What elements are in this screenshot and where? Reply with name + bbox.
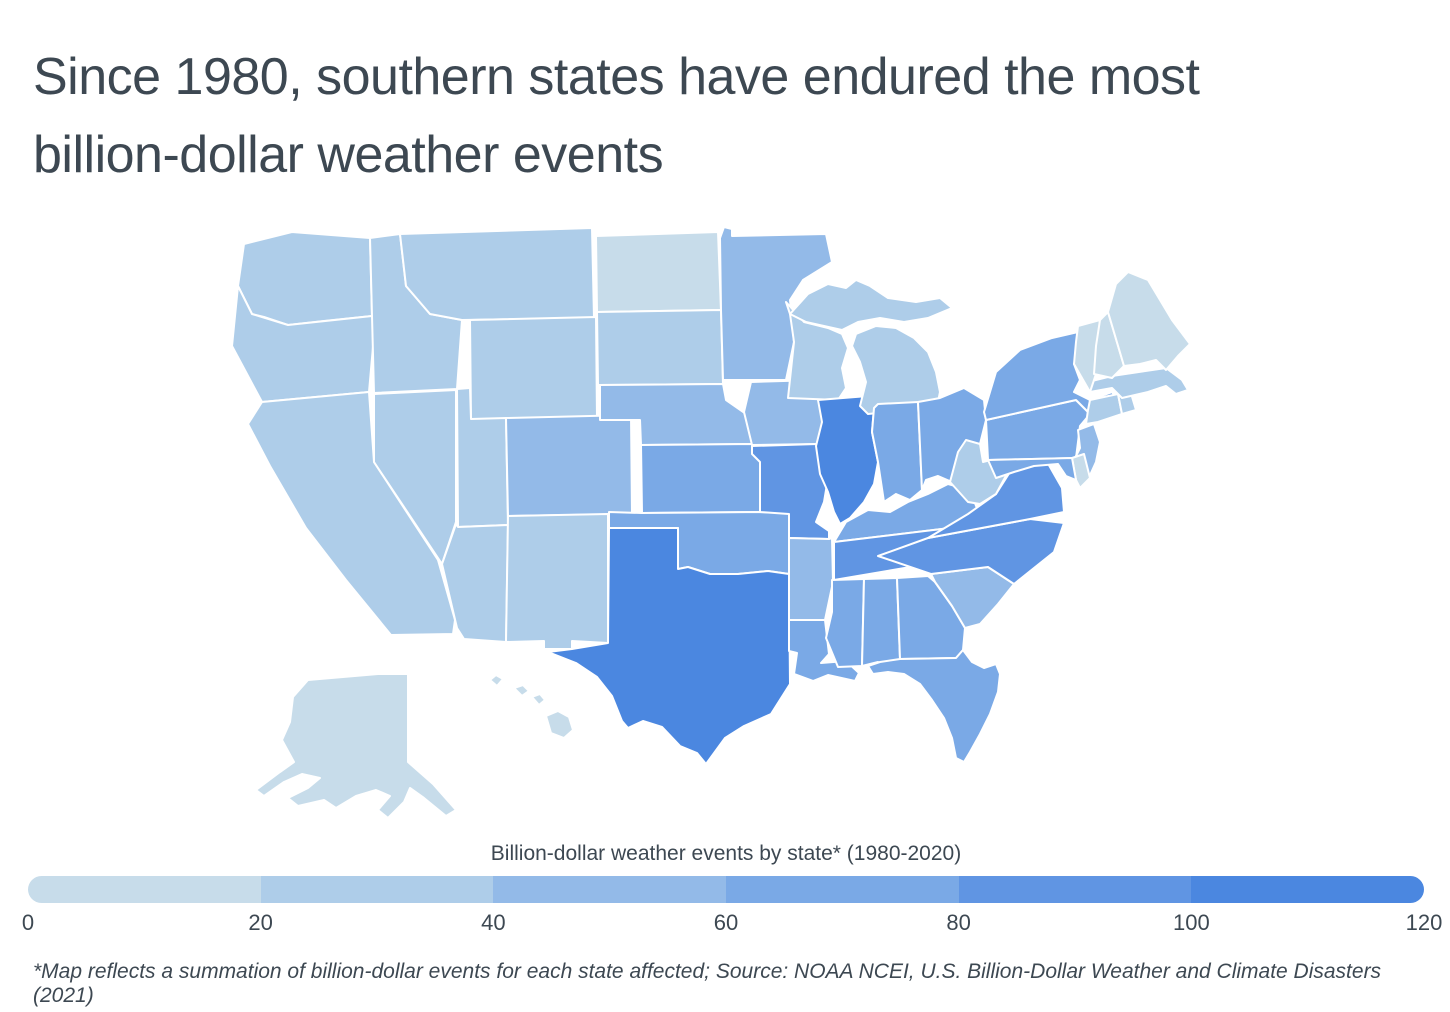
legend-tick-20: 20 bbox=[248, 910, 273, 935]
state-SD: South Dakota: 38 bbox=[596, 309, 724, 386]
legend-bin-2 bbox=[493, 876, 727, 903]
legend-bin-1 bbox=[260, 876, 494, 903]
legend-tick-80: 80 bbox=[946, 910, 971, 935]
legend-tick-60: 60 bbox=[713, 910, 739, 935]
state-MT: Montana: 33 bbox=[399, 227, 595, 321]
legend-bin-5 bbox=[1191, 876, 1424, 903]
legend-tick-0: 0 bbox=[21, 910, 35, 935]
legend-tick-120: 120 bbox=[1405, 910, 1443, 935]
state-ME: Maine: 18 bbox=[1107, 271, 1191, 371]
state-AR: Arkansas: 54 bbox=[788, 537, 834, 621]
state-AZ: Arizona: 36 bbox=[441, 523, 509, 643]
state-ND: North Dakota: 19 bbox=[595, 231, 722, 313]
state-KS: Kansas: 68 bbox=[640, 443, 761, 514]
state-NM: New Mexico: 38 bbox=[505, 513, 609, 650]
state-WY: Wyoming: 31 bbox=[469, 316, 598, 421]
source-footnote: *Map reflects a summation of billion-dol… bbox=[33, 960, 1382, 1007]
state-MA: Massachusetts: 36 bbox=[1087, 367, 1189, 399]
legend-tick-40: 40 bbox=[481, 910, 506, 935]
state-AK: Alaska: 14 bbox=[255, 673, 457, 819]
state-MD: Maryland: 65 bbox=[987, 457, 1077, 481]
state-TX: Texas: 120 bbox=[547, 527, 791, 765]
state-NY: New York: 69 bbox=[983, 331, 1117, 421]
legend-title: Billion-dollar weather events by state* … bbox=[490, 842, 962, 865]
legend-bin-3 bbox=[726, 876, 959, 903]
legend-tick-100: 100 bbox=[1172, 910, 1210, 935]
state-HI: Hawaii: 12 bbox=[489, 674, 574, 739]
legend-bin-4 bbox=[958, 876, 1192, 903]
legend-bar bbox=[28, 876, 1424, 903]
chart-title: Since 1980, southern states have endured… bbox=[33, 38, 1393, 194]
state-IL: Illinois: 105 bbox=[815, 395, 879, 525]
chart-title-line-2: billion-dollar weather events bbox=[33, 126, 664, 184]
state-CO: Colorado: 48 bbox=[505, 414, 633, 517]
chart-title-line-1: Since 1980, southern states have endured… bbox=[33, 48, 1200, 106]
us-map: Alaska: 14Hawaii: 12Washington: 34Oregon… bbox=[231, 226, 1191, 819]
state-MN: Minnesota: 42 bbox=[719, 226, 833, 381]
us-choropleth-map: Alaska: 14Hawaii: 12Washington: 34Oregon… bbox=[228, 222, 1238, 842]
state-WA: Washington: 34 bbox=[237, 231, 373, 326]
legend-ticks: 0 20 40 60 80 100 120 bbox=[22, 910, 1442, 936]
state-MS: Mississippi: 72 bbox=[825, 578, 865, 668]
legend-bin-0 bbox=[28, 876, 261, 903]
state-FL: Florida: 66 bbox=[867, 649, 1001, 763]
state-AL: Alabama: 74 bbox=[861, 577, 903, 669]
state-IN: Indiana: 67 bbox=[871, 401, 923, 503]
